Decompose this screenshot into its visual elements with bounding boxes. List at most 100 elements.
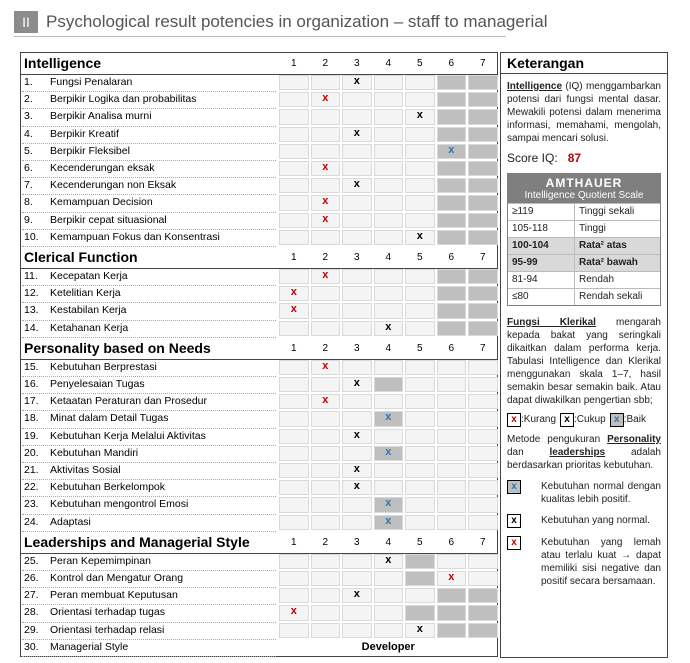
row-label: Kestabilan Kerja (50, 304, 127, 317)
scale-cell (279, 514, 309, 530)
amthauer-row: ≤80 Rendah sekali (508, 287, 660, 305)
score-mark: x (353, 377, 360, 389)
score-mark: x (448, 143, 455, 156)
result: Developer (361, 640, 415, 653)
scale-cell (373, 269, 403, 285)
scale-cell (468, 126, 498, 142)
scale-cell (405, 497, 435, 513)
scale-cell (436, 143, 466, 159)
scale-cell (342, 411, 372, 427)
scale-cell (342, 359, 372, 375)
scale-cell (405, 195, 435, 211)
scale-cell (373, 411, 403, 427)
method-part: Metode pengukuran (507, 433, 608, 445)
row-rule (22, 621, 276, 623)
scale-cell (405, 320, 435, 336)
score-mark: x (290, 286, 297, 299)
scale-cell (279, 480, 309, 496)
scale-cell (468, 394, 498, 410)
scale-cell (279, 161, 309, 177)
scale-cell (373, 622, 403, 638)
scale-number: 5 (416, 342, 423, 354)
scale-cell (342, 303, 372, 319)
scale-cell (310, 269, 340, 285)
scale-cell (373, 514, 403, 530)
scale-cell (310, 320, 340, 336)
scale-cell (436, 178, 466, 194)
scale-cell (279, 445, 309, 461)
scale-cell (279, 377, 309, 393)
scale-cell (405, 143, 435, 159)
scale-number: 6 (448, 58, 455, 69)
scale-cell (468, 445, 498, 461)
scale-cell (310, 622, 340, 638)
row-number: 21. (24, 464, 39, 476)
scale-cell (405, 463, 435, 479)
scale-cell (342, 463, 372, 479)
scale-cell (468, 212, 498, 228)
row-number: 13. (24, 304, 39, 317)
row-number: 4. (24, 127, 33, 140)
iq-desc: (IQ) menggambarkan potensi dari fungsi m… (507, 81, 661, 144)
scale-cell (310, 411, 340, 427)
scale-cell (436, 445, 466, 461)
scale-cell (310, 377, 340, 393)
row-label: Kecenderungan non Eksak (50, 179, 177, 192)
row-label: Managerial Style (50, 640, 129, 653)
scale-cell (373, 377, 403, 393)
scale-cell (405, 92, 435, 108)
row-label: Minat dalam Detail Tugas (50, 412, 169, 425)
score-mark: x (353, 126, 360, 139)
scale-cell (373, 463, 403, 479)
scale-cell (279, 571, 309, 587)
scale-cell (468, 229, 498, 245)
iq-class: Tinggi (579, 222, 606, 234)
section-rule (20, 552, 498, 554)
scale-cell (405, 377, 435, 393)
row-number: 7. (24, 179, 33, 192)
row-number: 1. (24, 76, 33, 88)
row-number: 10. (24, 230, 39, 243)
row-label: Ketahanan Kerja (50, 321, 129, 334)
scale-cell (373, 588, 403, 604)
iq-range: ≥119 (508, 203, 575, 220)
row-label: Kebutuhan Mandiri (50, 446, 139, 459)
row-number: 8. (24, 196, 33, 209)
section-rule (20, 268, 498, 269)
needs-text: Kebutuhan normal dengan kualitas lebih p… (541, 480, 661, 505)
scale-cell (436, 588, 466, 604)
scale-cell (436, 109, 466, 125)
method-part: adalah berdasarkan prioritas kebutuhan. (507, 446, 661, 471)
row-rule (22, 336, 276, 338)
scale-cell (405, 126, 435, 142)
row-number: 27. (24, 589, 39, 602)
row-label: Kecepatan Kerja (50, 270, 128, 282)
scale-number: 7 (479, 58, 486, 69)
row-rule (22, 393, 276, 395)
scale-cell (310, 497, 340, 513)
scale-cell (436, 320, 466, 336)
score-mark: x (290, 605, 297, 618)
method-part: dan (507, 446, 550, 458)
scale-cell (405, 75, 435, 91)
scale-cell (373, 428, 403, 444)
scale-cell (405, 109, 435, 125)
legend-label: :Baik (623, 414, 646, 426)
scale-cell (279, 109, 309, 125)
section-title: Intelligence (24, 55, 102, 71)
scale-cell (468, 143, 498, 159)
row-label: Adaptasi (50, 515, 91, 528)
scale-cell (342, 178, 372, 194)
scale-cell (279, 126, 309, 142)
scale-cell (436, 480, 466, 496)
score-mark: x (385, 497, 392, 510)
legend-box: x (507, 513, 521, 528)
scale-number: 2 (322, 58, 329, 69)
needs-item: x Kebutuhan yang lemah atau terlalu kuat … (507, 535, 661, 588)
scale-cell (405, 514, 435, 530)
scale-cell (310, 514, 340, 530)
score-mark: x (322, 269, 329, 281)
scale-cell (342, 445, 372, 461)
score-mark: x (322, 212, 329, 225)
